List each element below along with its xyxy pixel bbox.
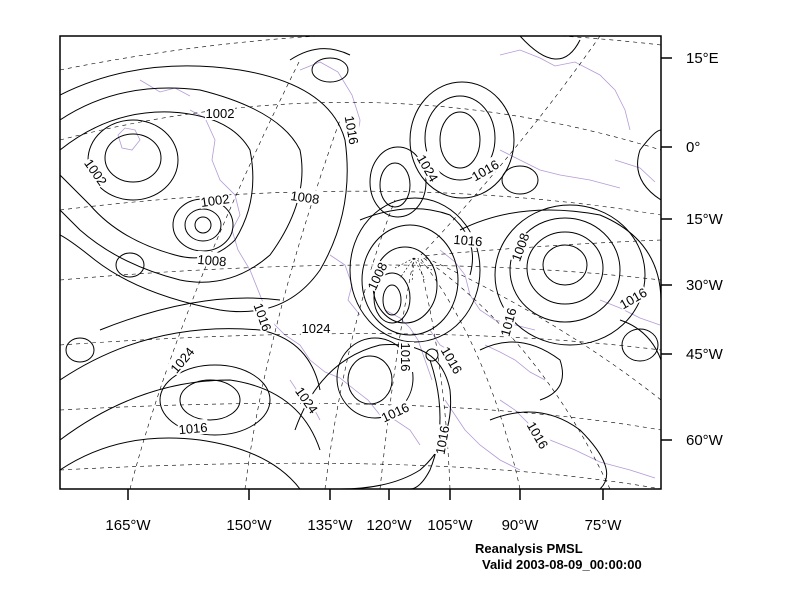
contour-label: 1008 [197, 252, 227, 269]
longitude-label: 105°W [427, 517, 473, 534]
plot-frame [59, 35, 662, 490]
contour-label-bg [507, 230, 532, 264]
contour-label: 1016 [453, 232, 483, 249]
contour-lines [60, 36, 661, 489]
contour-label-bg [452, 230, 484, 249]
latitude-label: 60°W [686, 432, 724, 449]
latitude-label: 15°W [686, 211, 724, 228]
contour-label: 1016 [178, 420, 208, 437]
contour-label: 1016 [342, 115, 362, 146]
contour-label: 1016 [398, 343, 413, 372]
contour-label: 1016 [379, 400, 412, 426]
contour-label-bg [196, 250, 228, 269]
contour-label-bg [414, 151, 443, 185]
contour-label-bg [81, 155, 112, 189]
latitude-label: 45°W [686, 346, 724, 363]
contour-label-bg [363, 259, 390, 293]
contour-label-bg [251, 300, 276, 334]
contour-label-bg [301, 320, 331, 335]
contour-label: 1008 [508, 231, 532, 263]
contour-label: 1016 [433, 425, 453, 456]
contour-label-bg [524, 418, 553, 452]
contour-label-bg [496, 305, 519, 339]
longitude-label: 150°W [226, 517, 272, 534]
contour-label-bg [378, 398, 412, 425]
longitude-label: 90°W [502, 517, 540, 534]
contour-label-bg [616, 283, 650, 312]
contour-label-bg [289, 186, 321, 207]
contour-label-bg [438, 343, 467, 377]
contour-label-bg [342, 113, 363, 146]
contour-label-bg [199, 189, 231, 210]
caption-valid-time: Valid 2003-08-09_00:00:00 [482, 557, 642, 572]
latitude-label: 30°W [686, 277, 724, 294]
contour-label-bg [205, 105, 235, 120]
tick-layer: 165°W 150°W 135°W 120°W 105°W 90°W 75°W 15°E 0° 1… [105, 50, 723, 534]
low-center-mark [394, 257, 433, 283]
contour-label-bg [166, 343, 198, 376]
contour-label-bg [292, 383, 323, 417]
contour-label: 1008 [290, 188, 321, 207]
latitude-label: 0° [686, 139, 700, 156]
contour-label: 1016 [497, 306, 519, 338]
contour-label: 1002 [206, 106, 235, 121]
latitude-label: 15°E [686, 50, 719, 67]
contour-label-bg [431, 423, 452, 456]
contour-label: 1024 [167, 344, 197, 376]
longitude-label: 135°W [307, 517, 353, 534]
contour-label-bg [468, 155, 502, 184]
graticule [60, 36, 661, 489]
contour-label-bg [399, 342, 414, 372]
contour-label: 1024 [292, 384, 321, 416]
longitude-label: 75°W [585, 517, 623, 534]
contour-label: 1002 [200, 191, 231, 210]
contour-label-bg [177, 418, 209, 437]
contour-label: 1016 [251, 301, 275, 333]
contour-label: 1024 [302, 321, 331, 336]
longitude-label: 165°W [105, 517, 151, 534]
caption-title: Reanalysis PMSL [475, 541, 583, 556]
longitude-label: 120°W [366, 517, 412, 534]
